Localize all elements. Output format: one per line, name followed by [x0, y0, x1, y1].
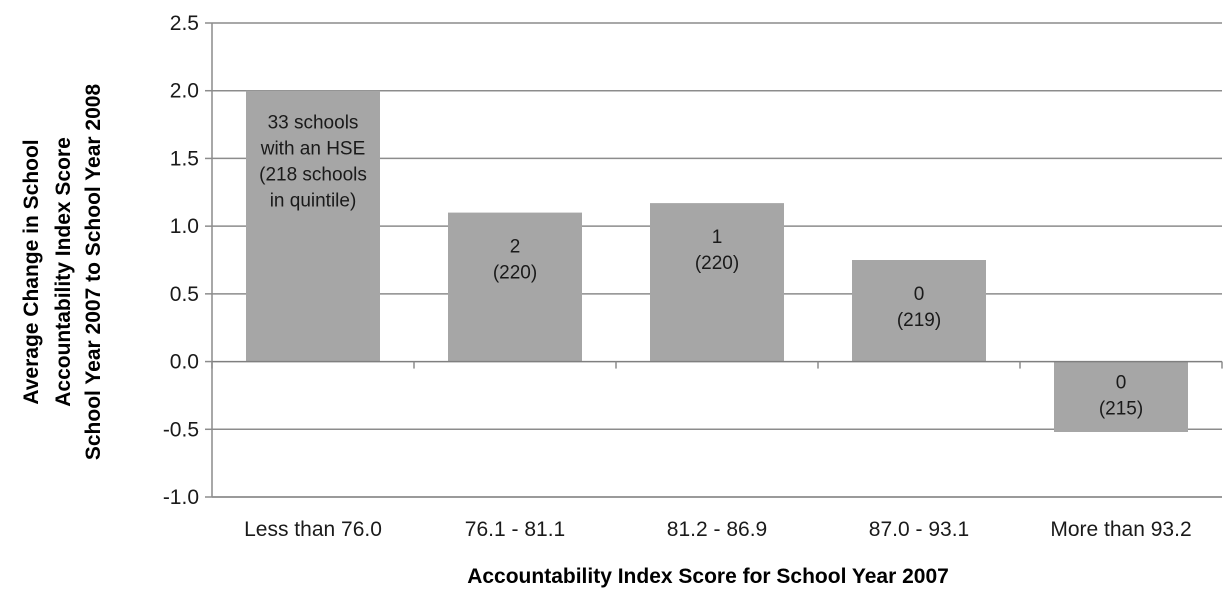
- bar-data-label-line: 0: [914, 284, 925, 305]
- y-tick-label: -0.5: [163, 418, 199, 441]
- y-tick-label: 1.0: [170, 215, 199, 238]
- y-axis-title-line: Average Change in School: [20, 139, 43, 404]
- bar-data-label: 0 (219): [897, 284, 941, 331]
- bar-data-label: 33 schools with an HSE (218 schools in quin…: [259, 113, 367, 212]
- bar-4: [852, 260, 986, 362]
- bar-data-label: 1 (220): [695, 227, 739, 274]
- bar-data-label: 2 (220): [493, 237, 537, 284]
- bar-data-label-line: with an HSE: [260, 139, 366, 160]
- bar-2: [448, 212, 582, 362]
- y-axis-title: Average Change in School Accountability I…: [20, 84, 105, 461]
- bar-data-label-line: 0: [1116, 373, 1127, 394]
- bar-data-label-line: 33 schools: [268, 113, 359, 134]
- x-category-label: 81.2 - 86.9: [667, 518, 767, 541]
- bar-1: [246, 90, 380, 362]
- bar-data-label-line: 2: [510, 237, 521, 258]
- bar-data-label-line: (220): [695, 253, 739, 274]
- bar-data-labels: 33 schools with an HSE (218 schools in quin…: [259, 113, 1143, 420]
- axes: [205, 22, 1223, 498]
- x-category-label: 76.1 - 81.1: [465, 518, 565, 541]
- bar-data-label: 0 (215): [1099, 373, 1143, 420]
- x-category-label: 87.0 - 93.1: [869, 518, 969, 541]
- bar-data-label-line: (218 schools: [259, 165, 367, 186]
- bar-5: [1054, 361, 1188, 432]
- x-category-label: Less than 76.0: [244, 518, 382, 541]
- y-axis-title-line: Accountability Index Score: [52, 137, 75, 407]
- bar-data-label-line: (219): [897, 310, 941, 331]
- bar-data-label-line: (215): [1099, 399, 1143, 420]
- y-axis-title-line: School Year 2007 to School Year 2008: [82, 84, 105, 461]
- y-tick-label: 2.5: [170, 12, 199, 35]
- bar-3: [650, 203, 784, 362]
- x-category-label: More than 93.2: [1050, 518, 1191, 541]
- bars: [246, 90, 1188, 432]
- y-tick-label: 0.5: [170, 283, 199, 306]
- bar-data-label-line: 1: [712, 227, 723, 248]
- y-tick-labels: 2.5 2.0 1.5 1.0 0.5 0.0 -0.5 -1.0: [163, 12, 199, 509]
- y-tick-label: -1.0: [163, 486, 199, 509]
- bar-data-label-line: (220): [493, 263, 537, 284]
- x-category-labels: Less than 76.0 76.1 - 81.1 81.2 - 86.9 87.0…: [244, 518, 1192, 541]
- y-tick-label: 1.5: [170, 147, 199, 170]
- x-axis-title: Accountability Index Score for School Ye…: [467, 565, 949, 588]
- y-tick-label: 0.0: [170, 351, 199, 374]
- y-tick-label: 2.0: [170, 80, 199, 103]
- bar-data-label-line: in quintile): [270, 191, 357, 212]
